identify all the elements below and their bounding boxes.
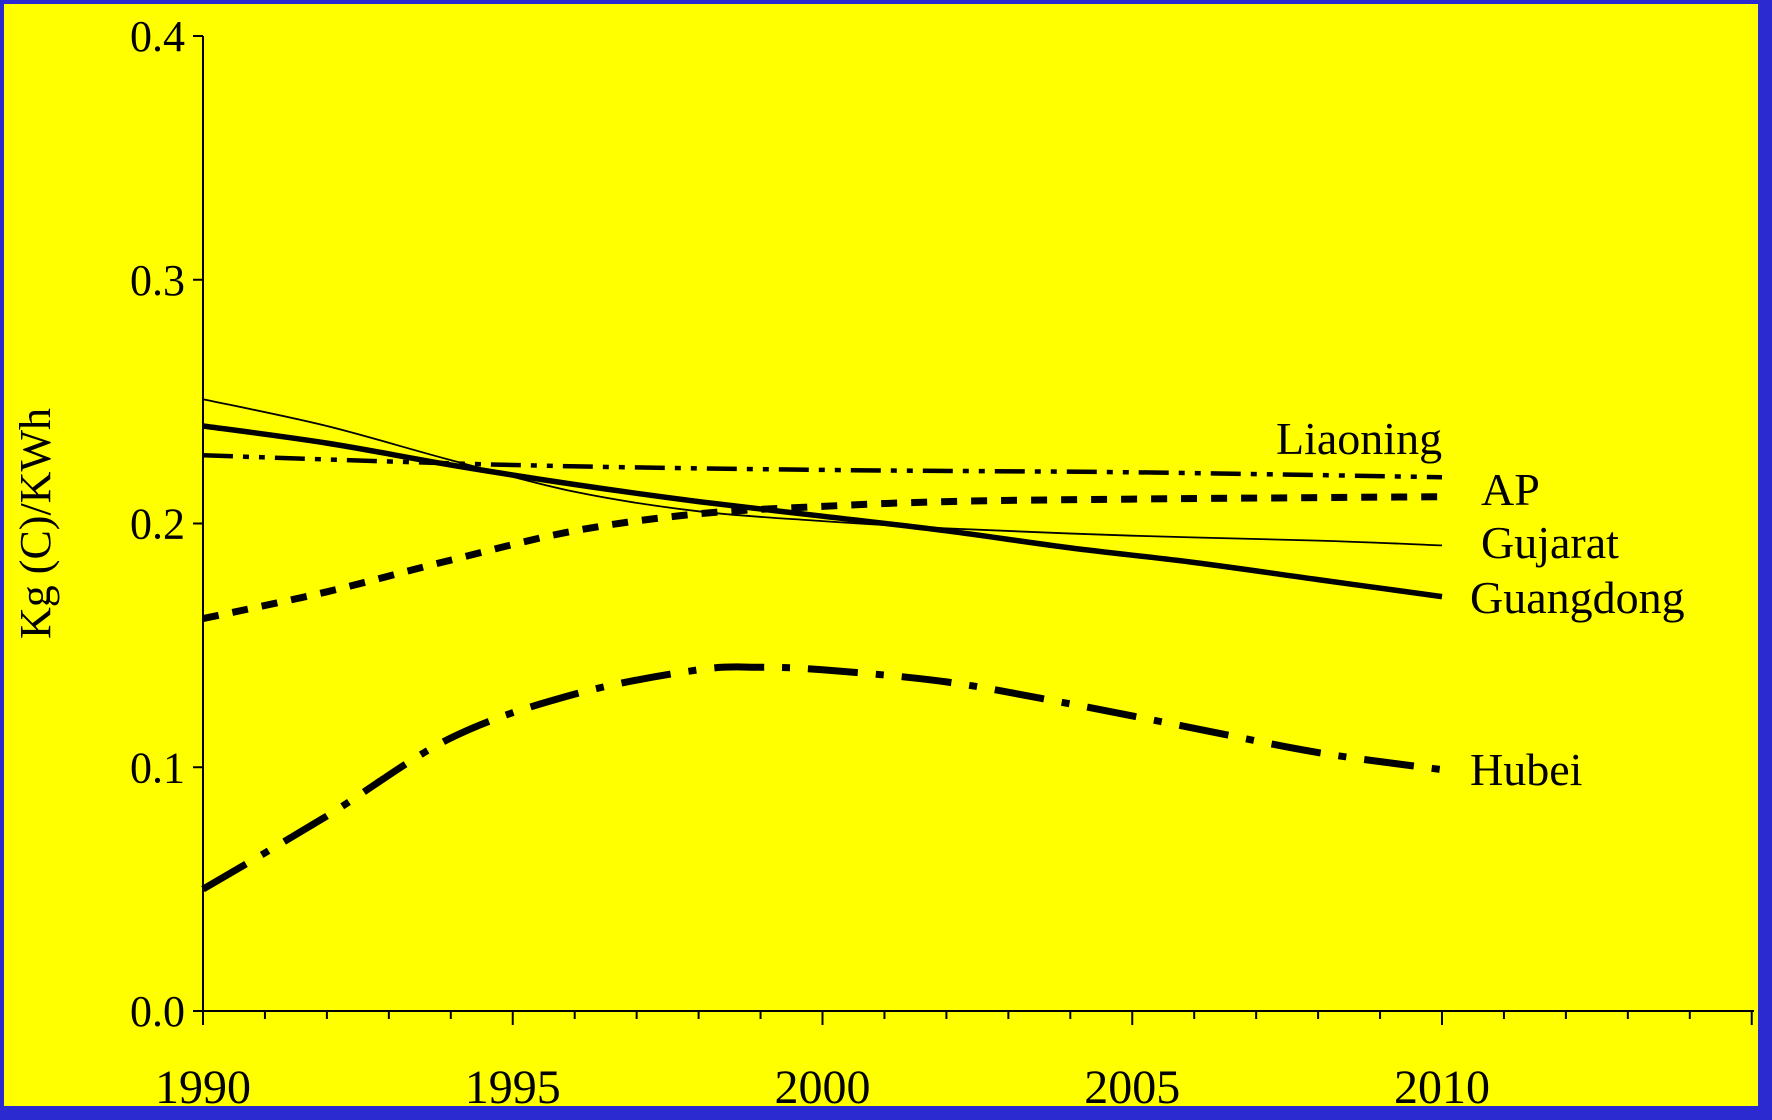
y-axis-title: Kg (C)/KWh (11, 408, 60, 639)
series-label-liaoning: Liaoning (1276, 413, 1442, 464)
y-tick-label: 0.1 (130, 743, 185, 792)
y-tick-label: 0.0 (130, 987, 185, 1036)
x-tick-label: 1990 (155, 1061, 251, 1114)
y-tick-label: 0.2 (130, 500, 185, 549)
series-label-guangdong: Guangdong (1470, 572, 1685, 623)
y-tick-label: 0.4 (130, 12, 185, 61)
series-label-gujarat: Gujarat (1481, 517, 1619, 568)
series-line-guangdong (202, 423, 1443, 600)
x-tick-label: 2000 (775, 1061, 871, 1114)
x-tick-label: 2010 (1394, 1061, 1490, 1114)
series-lines (201, 398, 1443, 893)
y-tick-label: 0.3 (130, 256, 185, 305)
x-tick-label: 2005 (1084, 1061, 1180, 1114)
x-tick-label: 1995 (465, 1061, 561, 1114)
series-line-liaoning (202, 453, 1443, 480)
series-line-ap (202, 493, 1443, 623)
ticks: 0.0 0.1 0.2 0.3 0.4 1990 1995 2000 2005 2010 (130, 12, 1753, 1114)
series-label-hubei: Hubei (1470, 744, 1582, 795)
series-line-hubei (201, 663, 1443, 893)
series-line-gujarat (202, 398, 1443, 547)
series-label-ap: AP (1481, 464, 1540, 515)
